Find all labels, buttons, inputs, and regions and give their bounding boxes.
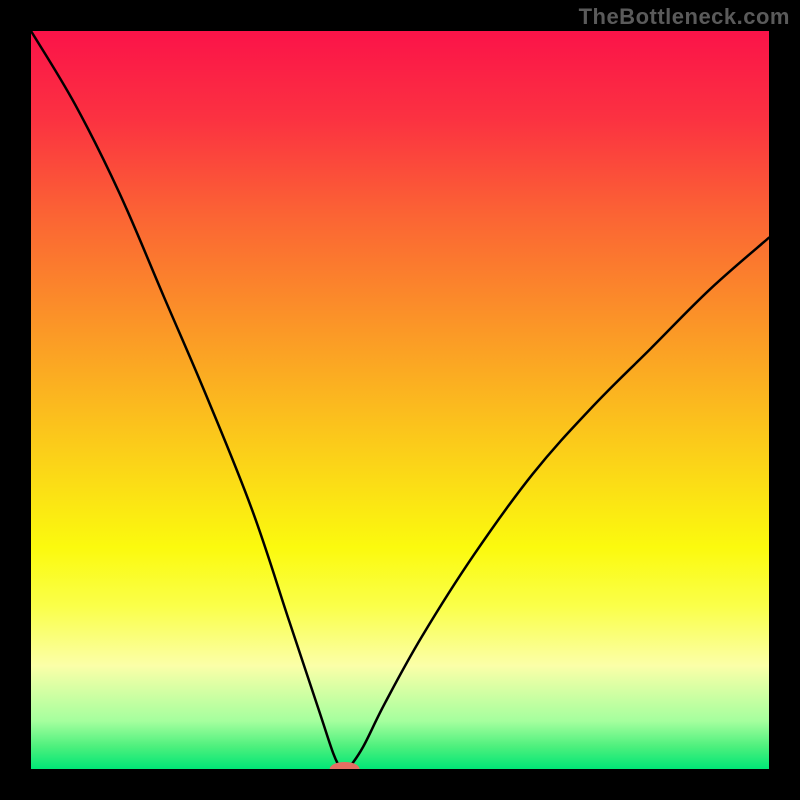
- gradient-background: [31, 31, 769, 769]
- bottleneck-curve-chart: [0, 0, 800, 800]
- chart-container: TheBottleneck.com: [0, 0, 800, 800]
- watermark-text: TheBottleneck.com: [579, 4, 790, 30]
